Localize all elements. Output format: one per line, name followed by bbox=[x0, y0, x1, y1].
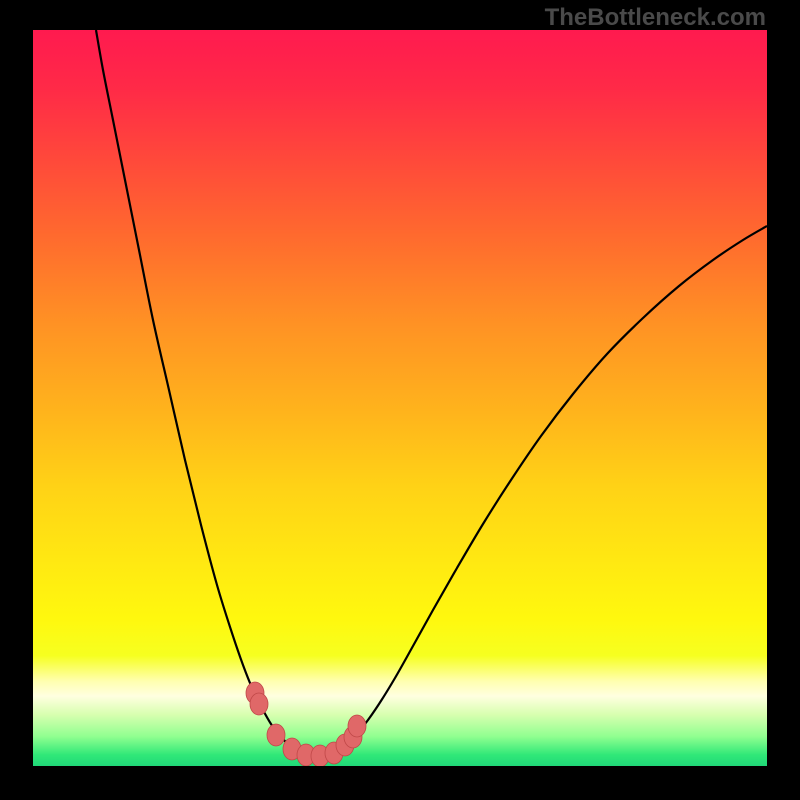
curve-dot bbox=[250, 693, 268, 715]
curve-dot bbox=[348, 715, 366, 737]
watermark-text: TheBottleneck.com bbox=[545, 4, 766, 32]
curve-dot bbox=[267, 724, 285, 746]
plot-svg bbox=[33, 30, 767, 766]
plot-area bbox=[33, 30, 767, 766]
gradient-background bbox=[33, 30, 767, 766]
chart-frame: TheBottleneck.com bbox=[0, 0, 800, 800]
